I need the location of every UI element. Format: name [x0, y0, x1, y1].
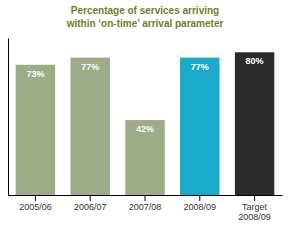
x-tick: 2008/09 [184, 195, 217, 212]
x-tick-label-line: 2007/08 [129, 202, 162, 212]
y-axis [8, 39, 9, 196]
title: Percentage of services arriving within ‘o… [66, 5, 224, 29]
x-axis: 2005/062006/072007/082008/09Target2008/0… [9, 195, 283, 222]
x-tick-label-line: Target [242, 202, 268, 212]
bar [180, 58, 219, 195]
x-tick-label-line: 2006/07 [74, 202, 107, 212]
x-tick-label: 2005/06 [19, 202, 52, 212]
data-label: 73% [26, 69, 44, 79]
x-tick-label: 2008/09 [184, 202, 217, 212]
x-tick: 2005/06 [19, 195, 52, 212]
data-label: 77% [81, 62, 99, 72]
x-tick-mark [254, 195, 255, 201]
bar [125, 120, 164, 195]
x-tick-label: Target2008/09 [238, 202, 271, 222]
x-tick: 2006/07 [74, 195, 107, 212]
y-axis-line [8, 39, 9, 196]
x-tick-mark [35, 195, 36, 201]
x-tick-label: 2007/08 [129, 202, 162, 212]
title-line: within ‘on-time’ arrival parameter [66, 18, 224, 29]
chart-container: Percentage of services arriving within ‘o… [0, 0, 290, 227]
x-tick: Target2008/09 [238, 195, 271, 222]
x-tick-label-line: 2008/09 [238, 212, 271, 222]
bar [235, 52, 274, 195]
x-tick-label: 2006/07 [74, 202, 107, 212]
bar [16, 65, 55, 195]
data-label: 77% [191, 62, 209, 72]
bar [70, 58, 109, 195]
data-label: 80% [246, 56, 264, 66]
x-tick-label-line: 2008/09 [184, 202, 217, 212]
data-labels: 73% 77% 42% 77% 80% [26, 56, 263, 134]
bars [16, 52, 275, 195]
x-tick-mark [199, 195, 200, 201]
data-label: 42% [136, 124, 154, 134]
x-tick-label-line: 2005/06 [19, 202, 52, 212]
x-tick: 2007/08 [129, 195, 162, 212]
chart: Percentage of services arriving within ‘o… [0, 0, 290, 227]
x-tick-mark [90, 195, 91, 201]
title-line: Percentage of services arriving [71, 5, 219, 16]
x-tick-mark [145, 195, 146, 201]
